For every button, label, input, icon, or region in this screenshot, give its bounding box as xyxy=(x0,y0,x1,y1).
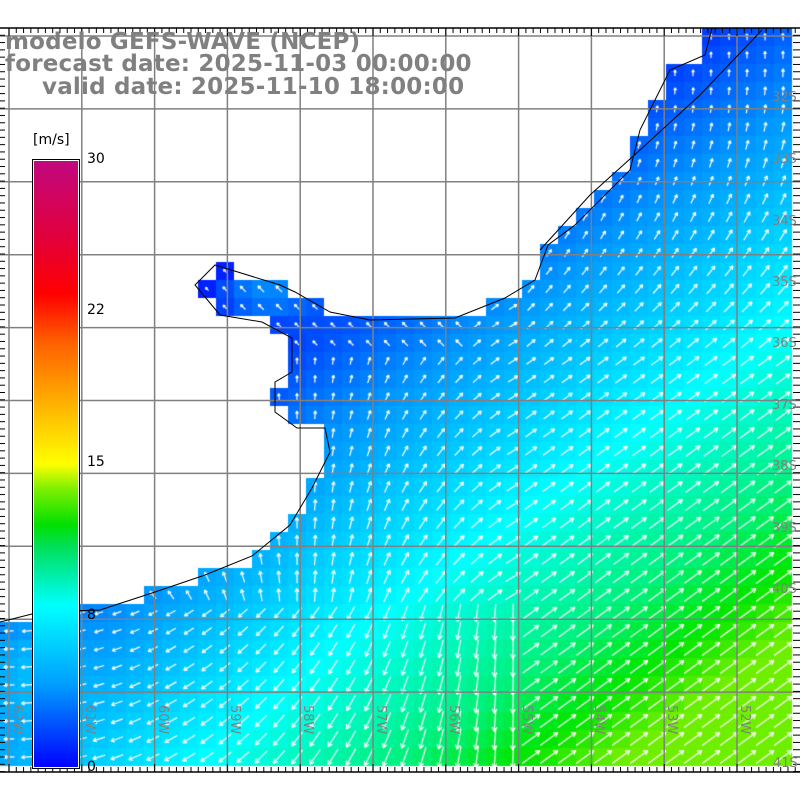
longitude-label: 58W xyxy=(300,705,316,735)
latitude-label: 33S xyxy=(772,152,797,167)
colorbar xyxy=(32,159,80,769)
longitude-label: 62W xyxy=(9,705,24,735)
colorbar-tick: 8 xyxy=(87,607,96,623)
longitude-label: 60W xyxy=(154,705,170,735)
latitude-label: 39S xyxy=(772,521,797,536)
coastline-lagoon xyxy=(539,29,763,251)
valid-date: valid date: 2025-11-10 18:00:00 xyxy=(42,74,465,100)
colorbar-unit: [m/s] xyxy=(33,132,70,148)
longitude-label: 55W xyxy=(518,705,534,735)
latitude-label: 36S xyxy=(772,336,797,351)
forecast-date: forecast date: 2025-11-03 00:00:00 xyxy=(5,51,472,77)
longitude-label: 54W xyxy=(591,705,607,735)
latitude-label: 37S xyxy=(772,398,797,413)
model-title: modelo GEFS-WAVE (NCEP) xyxy=(5,29,361,55)
latitude-label: 35S xyxy=(772,275,797,290)
longitude-label: 57W xyxy=(373,705,388,735)
latitude-label: 32S xyxy=(772,90,797,105)
longitude-label: 56W xyxy=(445,705,461,735)
longitude-label: 52W xyxy=(737,705,752,735)
longitude-label: 61W xyxy=(81,705,97,735)
longitude-label: 59W xyxy=(227,705,243,735)
colorbar-tick: 0 xyxy=(87,759,96,775)
colorbar-tick: 15 xyxy=(87,454,105,470)
colorbar-tick: 22 xyxy=(87,302,105,318)
coastline xyxy=(0,27,713,623)
longitude-label: 53W xyxy=(664,705,680,735)
latitude-label: 40S xyxy=(772,582,797,597)
latitude-label: 34S xyxy=(772,214,797,229)
latitude-label: 41S xyxy=(773,756,798,771)
colorbar-tick: 30 xyxy=(87,151,105,167)
latitude-label: 38S xyxy=(772,459,797,474)
